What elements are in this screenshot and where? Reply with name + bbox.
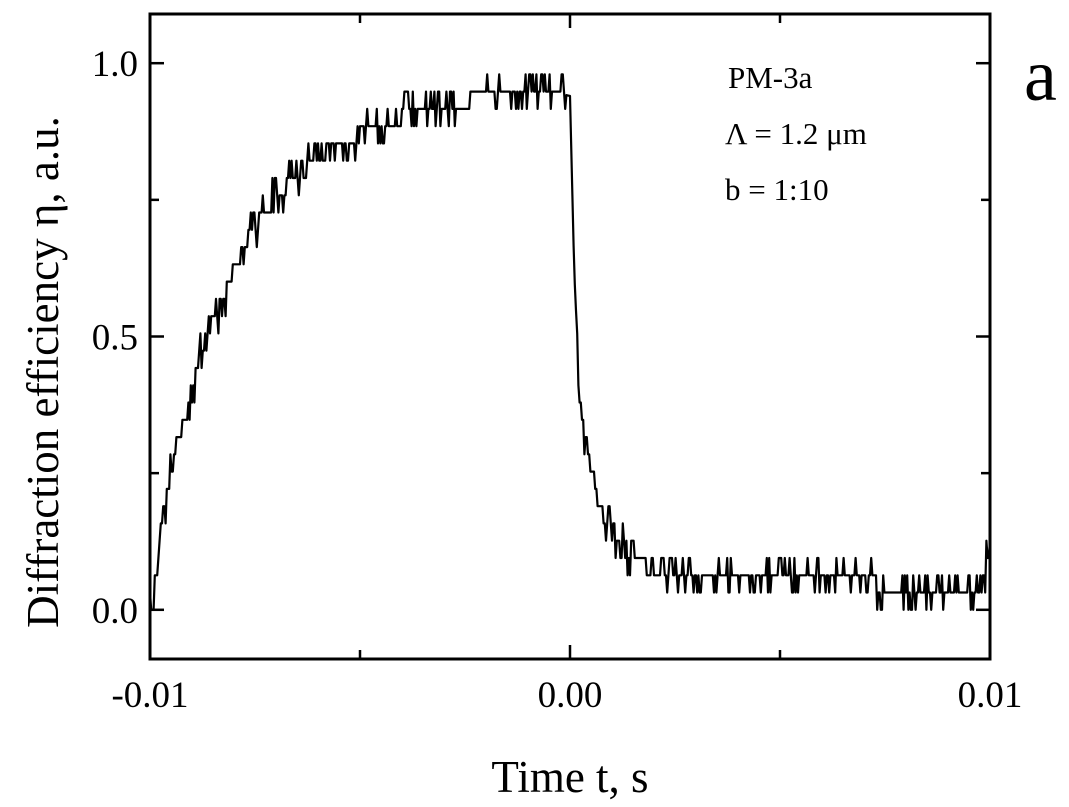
y-tick-label: 1.0 [92,44,138,85]
x-tick-label: 0.01 [958,675,1023,716]
panel-label: a [1024,35,1057,117]
y-tick-label: 0.0 [92,591,138,632]
y-tick-label: 0.5 [92,318,138,359]
x-axis-title: Time t, s [491,752,648,802]
x-tick-label: 0.00 [538,675,603,716]
tick-labels: -0.01 0.00 0.01 0.0 0.5 1.0 [92,44,1023,716]
y-axis-title: Diffraction efficiency η, a.u. [18,116,68,628]
series-line [148,73,992,611]
x-tick-label: -0.01 [111,675,188,716]
axis-ticks [148,14,992,659]
annotation-period: Λ = 1.2 μm [725,116,867,151]
annotation-sample: PM-3a [728,60,813,95]
annotation-ratio: b = 1:10 [725,172,829,207]
